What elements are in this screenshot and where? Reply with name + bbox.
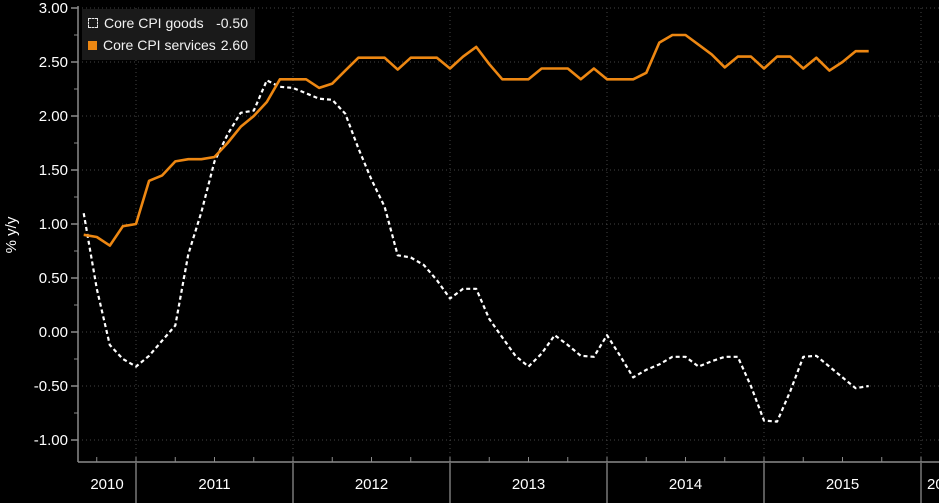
x-year-label: 2013 <box>512 476 545 493</box>
y-tick-label: 1.00 <box>39 216 68 233</box>
y-tick-label: 0.00 <box>39 324 68 341</box>
y-tick-label: 0.50 <box>39 270 68 287</box>
legend-label-services: Core CPI services <box>103 37 216 53</box>
legend-label-goods: Core CPI goods <box>104 15 204 31</box>
y-tick-label: 1.50 <box>39 162 68 179</box>
y-tick-label: 3.00 <box>39 0 68 17</box>
x-year-label: 2014 <box>669 476 702 493</box>
legend-item-goods: Core CPI goods -0.50 <box>88 12 248 34</box>
y-tick-label: 2.00 <box>39 108 68 125</box>
legend-value-services: 2.60 <box>220 37 248 53</box>
x-year-label: 2010 <box>90 476 123 493</box>
goods-line <box>82 79 869 423</box>
x-year-label: 2012 <box>355 476 388 493</box>
x-year-label-clipped: 2016 <box>927 476 939 493</box>
goods-dashed-swatch-icon <box>88 18 98 28</box>
services-line <box>83 33 869 247</box>
y-tick-label: -0.50 <box>34 378 68 395</box>
legend-item-services: Core CPI services 2.60 <box>88 34 248 56</box>
y-tick-label: 2.50 <box>39 54 68 71</box>
services-solid-swatch-icon <box>88 40 97 50</box>
x-year-label: 2011 <box>198 476 230 493</box>
legend: Core CPI goods -0.50 Core CPI services 2… <box>82 9 255 60</box>
x-year-label: 2015 <box>826 476 859 493</box>
legend-value-goods: -0.50 <box>216 15 248 31</box>
y-axis-title: % y/y <box>3 216 20 253</box>
y-tick-label: -1.00 <box>34 432 68 449</box>
